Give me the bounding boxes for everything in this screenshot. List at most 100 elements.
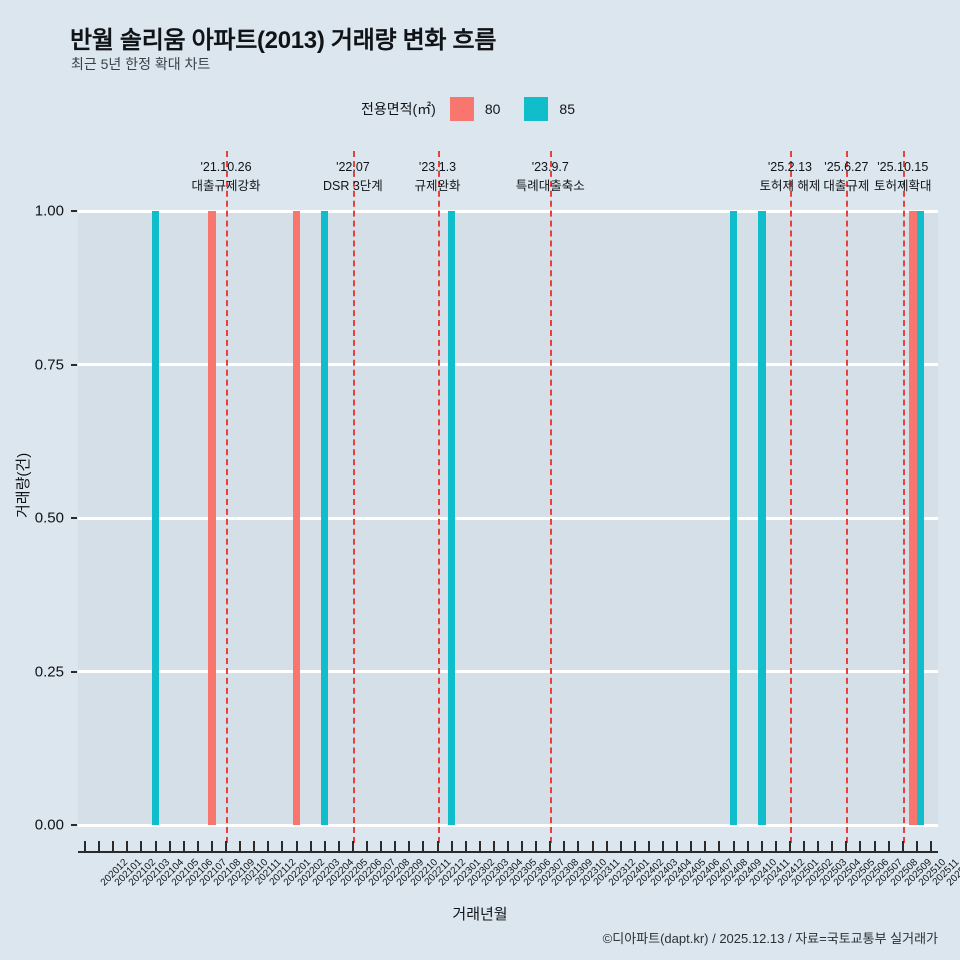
bar[interactable] (292, 211, 301, 825)
event-line (846, 151, 849, 843)
x-tick-mark (210, 841, 213, 852)
event-line (352, 151, 355, 843)
event-label: 규제완화 (414, 179, 461, 193)
x-tick-mark (563, 841, 566, 852)
x-tick-mark (225, 841, 228, 852)
y-tick-mark (71, 210, 77, 212)
event-annotation: '25.2.13 토허제 해제 (759, 158, 820, 196)
x-tick-mark (464, 841, 467, 852)
event-date: '25.10.15 (877, 160, 929, 174)
legend-item-80[interactable]: 80 (449, 97, 501, 121)
x-tick-mark (154, 841, 157, 852)
x-tick-mark (507, 841, 509, 852)
legend: 전용면적(㎡) 80 85 (0, 97, 960, 121)
x-tick-mark (478, 841, 481, 852)
x-tick-mark (760, 841, 763, 852)
event-annotation: '25.10.15 토허제확대 (874, 158, 932, 196)
event-annotation: '23.9.7 특례대출축소 (516, 158, 585, 196)
bar[interactable] (151, 211, 160, 825)
x-tick-mark (690, 841, 693, 852)
x-tick-mark (380, 841, 383, 852)
x-tick-mark (662, 841, 665, 852)
y-tick-mark (71, 670, 77, 673)
x-tick-mark (323, 841, 326, 852)
y-tick-mark (71, 517, 77, 519)
gridline (78, 363, 938, 366)
x-tick-mark (98, 841, 101, 852)
x-tick-mark (549, 841, 552, 852)
x-tick-mark (196, 841, 199, 852)
bar[interactable] (208, 211, 216, 825)
x-tick-mark (168, 841, 171, 852)
gridline (78, 670, 938, 673)
event-label: 특례대출축소 (515, 179, 585, 193)
x-axis-line (78, 851, 938, 853)
bar[interactable] (909, 211, 917, 825)
gridline (78, 823, 938, 827)
event-annotation: '22.07 DSR 3단계 (323, 158, 383, 196)
x-tick-mark (281, 841, 284, 852)
x-tick-mark (859, 841, 862, 852)
x-tick-mark (408, 841, 411, 852)
event-label: 대출규제강화 (191, 179, 261, 193)
event-annotation: '21.10.26 대출규제강화 (192, 158, 261, 196)
event-line (902, 151, 905, 843)
x-tick-mark (929, 841, 932, 852)
x-tick-mark (647, 841, 650, 852)
bar[interactable] (758, 211, 766, 825)
event-line (226, 151, 229, 843)
event-line (437, 151, 440, 843)
x-tick-mark (788, 841, 791, 852)
event-annotation: '23.1.3 규제완화 (414, 158, 460, 196)
x-tick-mark (746, 841, 749, 852)
bar[interactable] (729, 211, 738, 825)
x-tick-mark (112, 841, 115, 852)
bar[interactable] (447, 211, 456, 825)
x-tick-mark (492, 841, 495, 852)
x-tick-mark (140, 841, 143, 852)
legend-item-85[interactable]: 85 (524, 97, 575, 121)
gridline (78, 209, 938, 213)
event-line (550, 151, 553, 843)
x-tick-mark (422, 841, 425, 852)
event-label: 토허제확대 (873, 179, 932, 193)
legend-swatch-85 (524, 97, 549, 121)
event-date: '22.07 (336, 160, 370, 174)
x-tick-mark (351, 841, 354, 852)
legend-label-85: 85 (559, 101, 575, 117)
x-tick-mark (718, 841, 721, 852)
x-tick-mark (915, 841, 918, 852)
event-date: '25.2.13 (767, 160, 812, 174)
x-tick-mark (901, 841, 904, 852)
x-tick-mark (605, 841, 608, 852)
x-tick-mark (126, 841, 129, 852)
event-label: DSR 3단계 (322, 179, 383, 193)
source-caption: ©디아파트(dapt.kr) / 2025.12.13 / 자료=국토교통부 실… (602, 931, 938, 946)
x-tick-mark (577, 841, 580, 852)
event-date: '25.6.27 (824, 160, 869, 174)
y-axis-title: 거래량(건) (15, 452, 32, 518)
x-tick-mark (535, 841, 538, 852)
x-tick-mark (873, 841, 876, 852)
bar[interactable] (320, 211, 329, 825)
x-tick-mark (591, 841, 594, 852)
legend-label-80: 80 (484, 101, 501, 117)
y-tick-mark (71, 824, 77, 826)
bar[interactable] (916, 211, 925, 825)
x-tick-mark (521, 841, 524, 852)
x-tick-mark (394, 841, 397, 852)
y-tick-label: 0.50 (34, 509, 64, 527)
event-label: 토허제 해제 (759, 179, 821, 193)
x-tick-mark (732, 841, 735, 852)
plot-area (78, 151, 938, 843)
x-tick-mark (84, 841, 87, 852)
x-tick-mark (253, 841, 256, 852)
x-tick-mark (803, 841, 806, 852)
event-date: '23.1.3 (418, 160, 457, 174)
legend-title: 전용면적(㎡) (360, 101, 436, 117)
page-title: 반월 솔리움 아파트(2013) 거래량 변화 흐름 (70, 27, 497, 54)
event-date: '23.9.7 (531, 160, 569, 174)
x-tick-mark (239, 841, 242, 852)
x-tick-mark (774, 841, 777, 852)
